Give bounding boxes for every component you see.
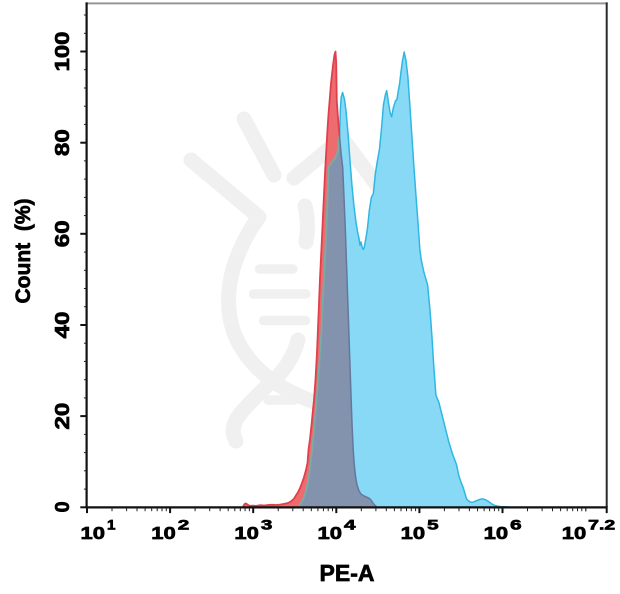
- svg-text:100: 100: [52, 32, 74, 72]
- svg-text:60: 60: [52, 220, 74, 247]
- svg-text:10: 10: [484, 523, 509, 543]
- svg-text:Count (%): Count (%): [12, 199, 35, 304]
- svg-text:10: 10: [151, 523, 176, 543]
- svg-text:3: 3: [261, 517, 273, 533]
- svg-text:40: 40: [52, 312, 74, 339]
- svg-text:10: 10: [562, 523, 587, 543]
- svg-text:10: 10: [81, 523, 106, 543]
- svg-text:6: 6: [510, 517, 522, 533]
- svg-text:0: 0: [52, 501, 74, 512]
- svg-text:10: 10: [234, 523, 259, 543]
- svg-text:7.2: 7.2: [588, 517, 615, 533]
- svg-text:4: 4: [344, 517, 356, 533]
- svg-text:10: 10: [318, 523, 343, 543]
- svg-text:PE-A: PE-A: [320, 560, 375, 586]
- svg-text:20: 20: [52, 403, 74, 430]
- svg-text:1: 1: [107, 517, 116, 533]
- svg-text:2: 2: [178, 517, 190, 533]
- svg-text:80: 80: [52, 129, 74, 156]
- svg-text:10: 10: [401, 523, 426, 543]
- svg-text:5: 5: [427, 517, 439, 533]
